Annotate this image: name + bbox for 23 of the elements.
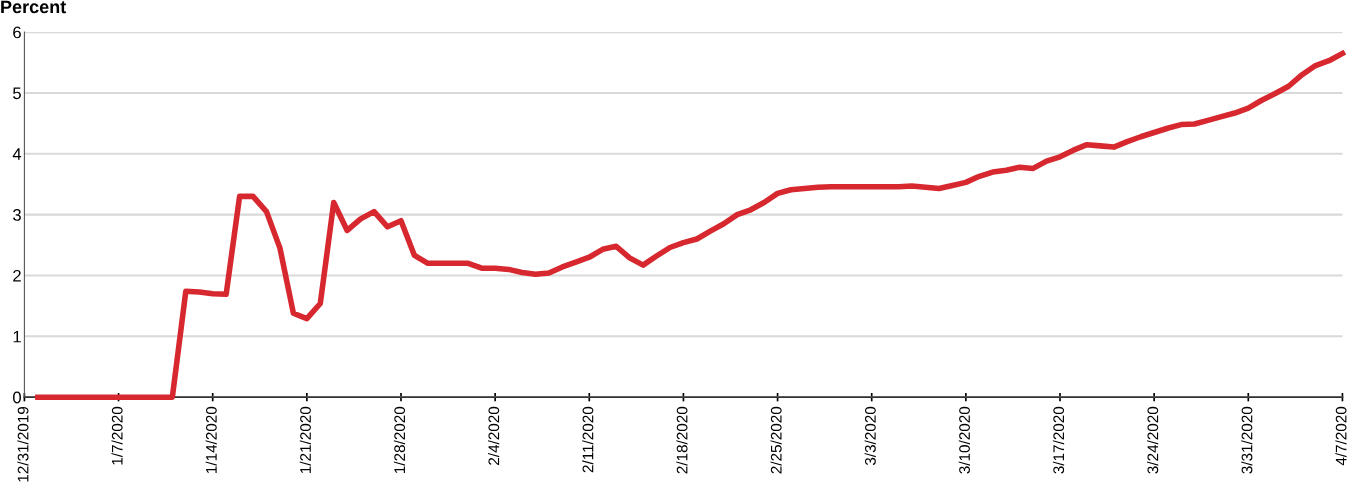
x-tick-label: 3/10/2020	[958, 406, 970, 474]
y-tick-label: 0	[13, 391, 21, 404]
y-tick-label: 6	[13, 26, 21, 39]
x-tick-label: 2/25/2020	[770, 406, 782, 474]
x-tick-label: 12/31/2019	[17, 406, 29, 482]
y-tick-label: 2	[13, 269, 21, 282]
x-tick-label: 1/14/2020	[205, 406, 217, 473]
x-tick-label: 3/3/2020	[864, 406, 876, 466]
y-tick-label: 3	[13, 209, 21, 221]
y-tick-label: 4	[12, 148, 22, 160]
x-tick-label: 4/7/2020	[1335, 406, 1347, 466]
x-tick-label: 2/11/2020	[582, 406, 594, 473]
x-tick-label: 2/18/2020	[676, 406, 688, 474]
x-tick-label: 1/21/2020	[299, 406, 311, 473]
x-tick-label: 2/4/2020	[488, 406, 500, 465]
x-tick-label: 3/31/2020	[1241, 406, 1253, 474]
x-tick-label: 3/17/2020	[1052, 406, 1065, 474]
y-axis-title: Percent	[1, 0, 67, 14]
y-tick-label: 1	[13, 330, 21, 343]
x-tick-label: 1/28/2020	[393, 406, 406, 473]
y-tick-label: 5	[13, 87, 21, 100]
x-tick-label: 1/7/2020	[111, 406, 123, 465]
x-tick-label: 3/24/2020	[1147, 406, 1159, 474]
